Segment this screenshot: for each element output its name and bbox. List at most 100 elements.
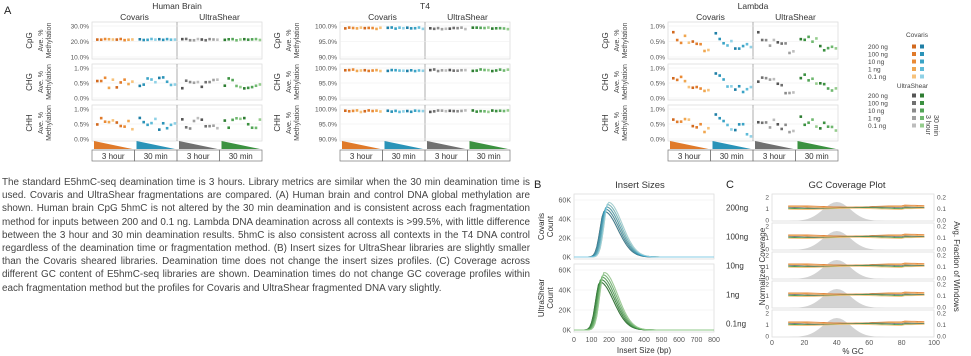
- data-point: [107, 37, 111, 41]
- ylabel-line-2: Methylation: [294, 64, 301, 100]
- data-point: [745, 87, 749, 91]
- data-point: [448, 109, 452, 113]
- data-point: [371, 26, 374, 30]
- data-point: [703, 89, 706, 93]
- y-tick-label: 0.0%: [74, 137, 89, 144]
- data-point: [822, 82, 826, 86]
- time-wedge: [384, 141, 423, 149]
- data-point: [212, 124, 215, 128]
- data-point: [138, 84, 142, 88]
- data-point: [494, 26, 498, 30]
- data-point: [351, 68, 355, 71]
- data-point: [239, 85, 242, 89]
- data-point: [498, 26, 502, 30]
- data-point: [768, 126, 772, 129]
- data-point: [691, 40, 695, 43]
- data-point: [258, 38, 262, 42]
- legend-swatch: [920, 44, 924, 49]
- data-point: [826, 46, 830, 50]
- data-point: [188, 80, 192, 84]
- gc-right-tick: 0.1: [937, 264, 946, 271]
- ylabel-line-1: Ave. %: [614, 29, 621, 51]
- data-point: [406, 109, 409, 113]
- panel-b-letter: B: [534, 179, 541, 191]
- time-label: 30 min: [805, 152, 829, 161]
- data-point: [760, 121, 764, 125]
- data-point: [227, 37, 230, 41]
- data-point: [498, 68, 502, 71]
- y-tick-label: 1.0%: [74, 66, 89, 73]
- data-point: [432, 110, 436, 113]
- data-point: [760, 38, 764, 42]
- data-point: [192, 38, 196, 42]
- data-point: [250, 85, 254, 89]
- gc-right-tick: 0.1: [937, 293, 946, 300]
- data-point: [460, 26, 463, 29]
- data-point: [707, 126, 710, 130]
- ylabel-line-2: Methylation: [294, 22, 301, 58]
- data-point: [243, 116, 246, 120]
- data-point: [830, 125, 834, 129]
- organism-title: Lambda: [738, 1, 769, 11]
- data-point: [158, 76, 161, 80]
- context-label: CpG: [273, 32, 282, 48]
- gc-left-tick: 0: [765, 218, 769, 225]
- data-point: [780, 83, 783, 87]
- data-point: [111, 78, 115, 81]
- data-point: [131, 38, 134, 41]
- data-point: [792, 91, 795, 94]
- data-point: [115, 121, 119, 124]
- data-point: [683, 34, 687, 38]
- gc-coverage-line: [788, 207, 925, 210]
- data-point: [216, 126, 219, 130]
- figure-caption: The standard E5hmC-seq deamination time …: [2, 177, 530, 294]
- data-point: [491, 109, 494, 112]
- data-point: [246, 122, 250, 126]
- insert-y-tick: 0K: [562, 328, 571, 335]
- ylabel-line-1: Ave. %: [614, 112, 621, 134]
- data-point: [475, 26, 478, 29]
- data-point: [142, 38, 145, 42]
- legend-swatch: [920, 116, 924, 120]
- y-tick-label: 90.0%: [319, 137, 338, 144]
- y-tick-label: 10.0%: [71, 55, 90, 62]
- data-point: [254, 37, 258, 41]
- y-tick-label: 95.0%: [319, 122, 338, 129]
- data-point: [103, 76, 107, 80]
- data-point: [208, 37, 211, 41]
- context-label: CpG: [601, 32, 610, 48]
- gc-right-tick: 0.0: [937, 276, 946, 283]
- data-point: [830, 45, 834, 49]
- gc-left-tick: 2: [765, 282, 769, 289]
- time-wedge: [179, 141, 218, 149]
- data-point: [834, 47, 838, 50]
- data-point: [679, 75, 683, 79]
- data-point: [679, 41, 683, 45]
- gc-right-tick: 0.2: [937, 195, 946, 202]
- data-point: [683, 79, 687, 83]
- time-label: 30 min: [144, 152, 168, 161]
- data-point: [776, 123, 780, 126]
- data-point: [231, 78, 234, 82]
- data-point: [772, 118, 776, 122]
- ylabel-line-2: Methylation: [622, 64, 629, 100]
- gc-coverage-line: [788, 236, 925, 239]
- data-point: [103, 37, 107, 41]
- legend-time-3: 3 hour: [924, 115, 931, 136]
- data-point: [99, 38, 103, 41]
- data-point: [204, 38, 207, 42]
- gc-window-histogram: [772, 231, 934, 250]
- data-point: [703, 49, 706, 53]
- data-point: [223, 84, 227, 87]
- ylabel-line-2: Methylation: [46, 105, 53, 141]
- data-point: [675, 120, 679, 124]
- data-point: [421, 27, 425, 31]
- data-point: [243, 87, 246, 90]
- data-point: [158, 128, 161, 131]
- data-point: [184, 37, 188, 41]
- gc-left-tick: 2: [765, 195, 769, 202]
- time-wedge: [755, 141, 794, 149]
- legend-swatch: [920, 101, 924, 105]
- data-point: [146, 38, 149, 42]
- time-label: 3 hour: [350, 152, 373, 161]
